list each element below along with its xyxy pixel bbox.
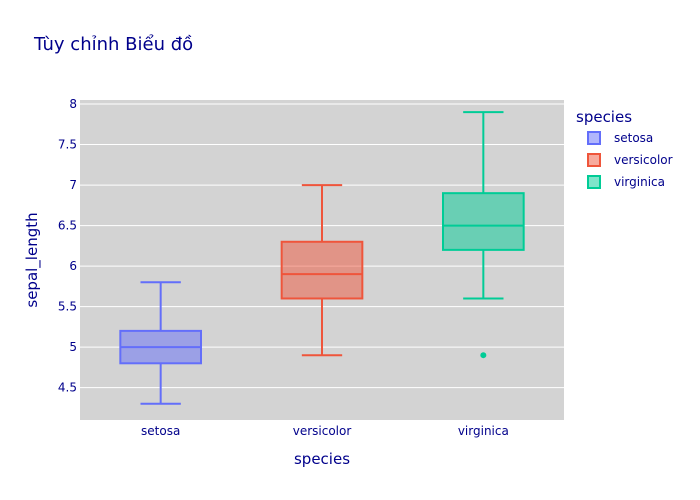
- y-tick-label: 6.5: [58, 219, 77, 233]
- legend-label: versicolor: [614, 153, 673, 167]
- legend-swatch: [587, 153, 601, 167]
- y-tick-label: 5.5: [58, 300, 77, 314]
- y-axis-title: sepal_length: [23, 212, 42, 307]
- legend-title: species: [576, 108, 632, 126]
- x-tick-label: setosa: [141, 424, 180, 438]
- box-iqr: [280, 240, 364, 300]
- y-axis-ticks: 4.5 5 5.5 6 6.5 7 7.5 8: [58, 97, 77, 395]
- legend-swatch: [587, 175, 601, 189]
- y-tick-label: 5: [69, 340, 77, 354]
- legend-item-virginica[interactable]: virginica: [587, 175, 665, 189]
- box-versicolor[interactable]: [280, 184, 364, 357]
- y-tick-label: 8: [69, 97, 77, 111]
- box-virginica[interactable]: [442, 111, 525, 359]
- box-iqr: [442, 192, 525, 251]
- x-axis-ticks: setosa versicolor virginica: [141, 424, 509, 438]
- legend-label: virginica: [614, 175, 665, 189]
- chart-title: Tùy chỉnh Biểu đồ: [33, 34, 193, 55]
- y-tick-label: 7.5: [58, 138, 77, 152]
- y-tick-label: 6: [69, 259, 77, 273]
- legend-label: setosa: [614, 131, 653, 145]
- legend-item-versicolor[interactable]: versicolor: [587, 153, 673, 167]
- boxes: [119, 111, 525, 405]
- legend-items[interactable]: setosa versicolor virginica: [587, 131, 673, 189]
- x-tick-label: versicolor: [293, 424, 352, 438]
- x-axis-title: species: [294, 450, 350, 468]
- legend-swatch: [587, 131, 601, 145]
- legend-item-setosa[interactable]: setosa: [587, 131, 653, 145]
- y-tick-label: 7: [69, 178, 77, 192]
- box-setosa[interactable]: [119, 281, 202, 405]
- outlier-point: [480, 352, 487, 359]
- y-tick-label: 4.5: [58, 381, 77, 395]
- legend[interactable]: species setosa versicolor virginica: [576, 108, 673, 189]
- x-tick-label: virginica: [458, 424, 509, 438]
